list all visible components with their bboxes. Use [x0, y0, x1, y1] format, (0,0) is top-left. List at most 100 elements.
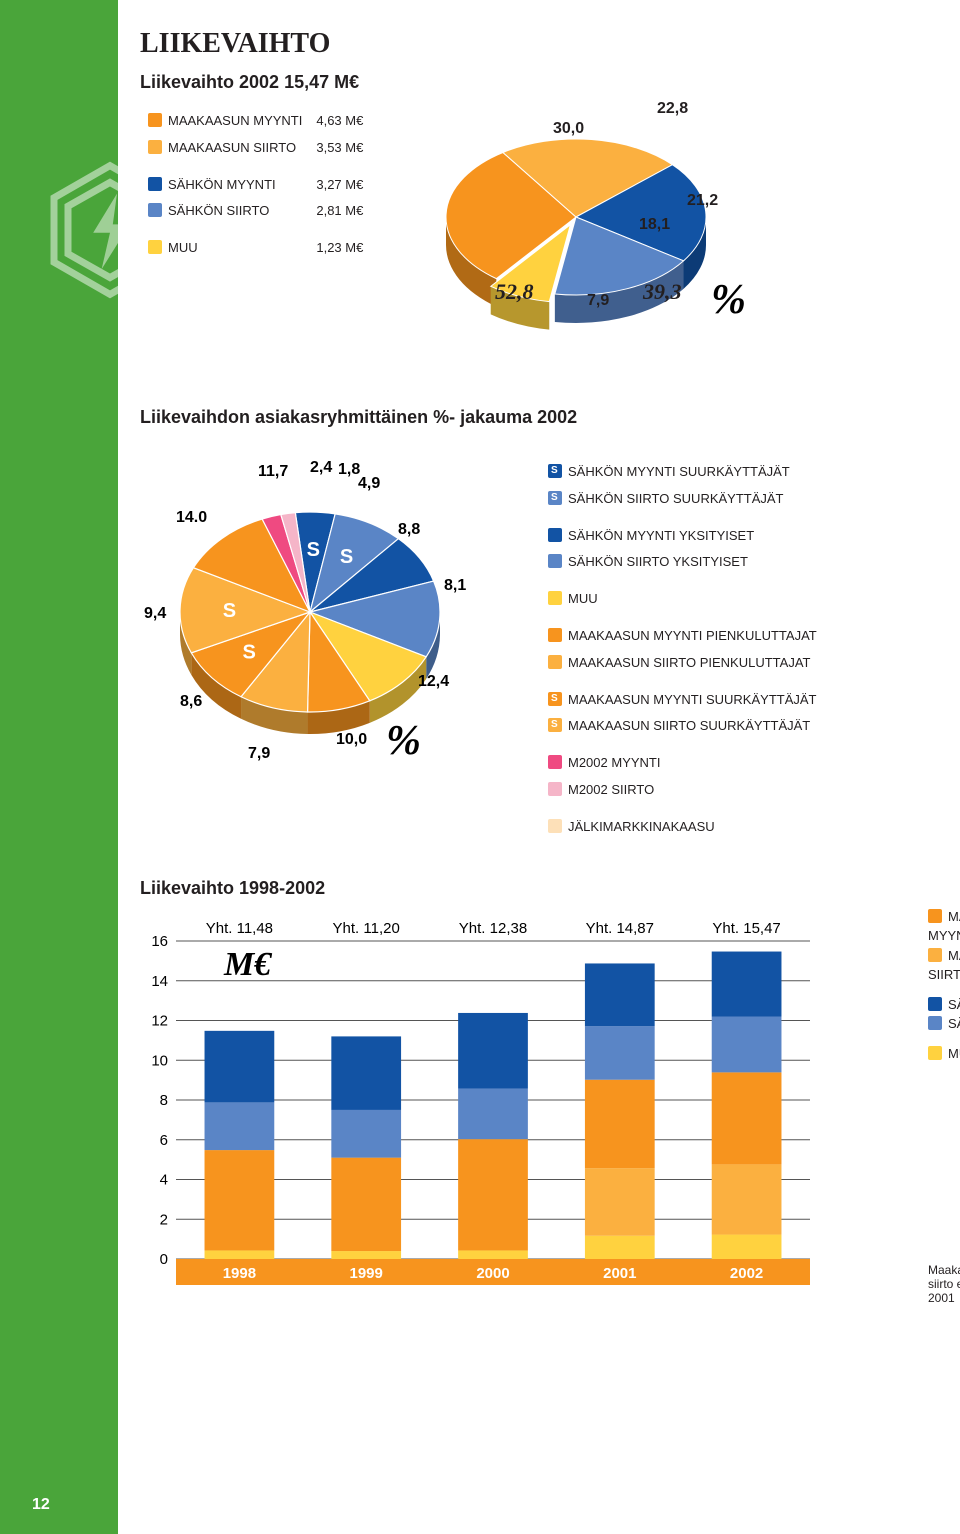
pie2-legend: SÄHKÖN MYYNTI SUURKÄYTTÄJÄTSÄHKÖN SIIRTO… [540, 458, 825, 842]
year-label: 2001 [603, 1265, 636, 1282]
bar-legend-item: SÄHKÖN MYYNTI [928, 995, 960, 1015]
year-label: 1998 [223, 1265, 256, 1282]
bar-segment [331, 1251, 401, 1259]
page-content: LIIKEVAIHTO Liikevaihto 2002 15,47 M€ MA… [140, 0, 940, 1293]
pie2-legend-item: M2002 SIIRTO [542, 778, 823, 803]
pie2-slice-label: 8,1 [444, 577, 466, 594]
pie2-slice-label: 11,7 [258, 463, 288, 480]
bar-segment [585, 1026, 655, 1080]
pie1-slice-label: 22,8 [657, 100, 688, 117]
bar-segment [458, 1013, 528, 1089]
bar-segment [585, 963, 655, 1026]
y-tick-label: 10 [151, 1052, 168, 1069]
bar-segment [585, 1168, 655, 1236]
svg-text:S: S [243, 642, 256, 664]
pie1-slice-label: 21,2 [687, 192, 718, 209]
bar-total-label: Yht. 11,48 [206, 920, 273, 937]
pie2-slice-label: 4,9 [358, 475, 380, 492]
svg-text:%: % [711, 277, 746, 323]
bar-segment [331, 1110, 401, 1158]
bar-legend: MAAKAASUN MYYNTIMAAKAASUN SIIRTO SÄHKÖN M… [928, 907, 960, 1064]
pie2-legend-item: SÄHKÖN MYYNTI YKSITYISET [542, 524, 823, 549]
bar-total-label: Yht. 14,87 [586, 920, 654, 937]
bar-segment [712, 1164, 782, 1234]
pie1-slice-label: 18,1 [639, 216, 670, 233]
year-label: 2000 [476, 1265, 509, 1282]
svg-text:S: S [307, 539, 320, 561]
bar-legend-item: MAAKAASUN SIIRTO [928, 946, 960, 985]
y-tick-label: 14 [151, 972, 168, 989]
bar-segment [585, 1079, 655, 1167]
bar-segment [712, 1072, 782, 1164]
pie1-legend-item: SÄHKÖN SIIRTO2,81 M€ [142, 199, 369, 224]
bar-segment [712, 951, 782, 1016]
bar-segment [712, 1016, 782, 1072]
bar-segment [585, 1235, 655, 1258]
pie1-legend-item: MAAKAASUN SIIRTO3,53 M€ [142, 136, 369, 161]
y-tick-label: 8 [160, 1092, 168, 1109]
unit-label: M€ [223, 946, 272, 983]
pie2-legend-item: MUU [542, 587, 823, 612]
bar-segment [205, 1102, 275, 1150]
pie2-legend-item: JÄLKIMARKKINAKAASU [542, 815, 823, 840]
pie1-slice-label: 7,9 [587, 292, 609, 309]
y-tick-label: 16 [151, 933, 168, 950]
pie1-row: MAAKAASUN MYYNTI4,63 M€MAAKAASUN SIIRTO3… [140, 107, 940, 367]
pie2-row: SSSS4,98,88,112,410,07,98,69,414.011,72,… [140, 442, 940, 842]
bar-legend-item: MAAKAASUN MYYNTI [928, 907, 960, 946]
svg-text:%: % [386, 718, 421, 764]
pie1-legend-item: MUU1,23 M€ [142, 236, 369, 261]
bar-total-label: Yht. 11,20 [333, 920, 400, 937]
bar-total-label: Yht. 15,47 [712, 920, 780, 937]
bar-legend-item: SÄHKÖN SIIRTO [928, 1014, 960, 1034]
pie1-slice-label: 30,0 [553, 120, 584, 137]
svg-text:S: S [223, 600, 236, 622]
pie2-slice-label: 7,9 [248, 745, 270, 762]
pie2-legend-item: SÄHKÖN SIIRTO SUURKÄYTTÄJÄT [542, 487, 823, 512]
y-tick-label: 6 [160, 1131, 168, 1148]
pie2-slice-label: 9,4 [144, 605, 166, 622]
bar-footnote: Maakaasun myynti ja siirto eriytettiin v… [928, 1263, 960, 1305]
y-tick-label: 0 [160, 1251, 168, 1268]
bar-legend-item: MUU [928, 1044, 960, 1064]
page-title: LIIKEVAIHTO [140, 28, 940, 60]
pie1-legend-item: SÄHKÖN MYYNTI3,27 M€ [142, 173, 369, 198]
bar-segment [458, 1088, 528, 1139]
page-number: 12 [32, 1496, 50, 1514]
pie2-slice-label: 8,8 [398, 521, 420, 538]
y-tick-label: 4 [160, 1171, 168, 1188]
svg-text:52,8: 52,8 [495, 279, 534, 304]
pie2-slice-label: 1,8 [338, 461, 360, 478]
bar-segment [458, 1250, 528, 1259]
pie1-legend: MAAKAASUN MYYNTI4,63 M€MAAKAASUN SIIRTO3… [140, 107, 371, 367]
pie2-legend-item: MAAKAASUN SIIRTO SUURKÄYTTÄJÄT [542, 714, 823, 739]
y-tick-label: 12 [151, 1012, 168, 1029]
svg-text:39,3: 39,3 [642, 279, 682, 304]
svg-text:S: S [340, 546, 353, 568]
pie2-slice-label: 2,4 [310, 459, 332, 476]
pie2-legend-item: SÄHKÖN SIIRTO YKSITYISET [542, 550, 823, 575]
bar-segment [331, 1157, 401, 1250]
bar-segment [712, 1234, 782, 1258]
pie2-slice-label: 14.0 [176, 509, 207, 526]
pie2-legend-item: MAAKAASUN MYYNTI PIENKULUTTAJAT [542, 624, 823, 649]
bar-chart-wrap: 0 2 4 6 8 10 12 14 16 1998 Yht. 11,48 1999 Yht. 11,2… [140, 913, 940, 1293]
bar-chart: 0 2 4 6 8 10 12 14 16 1998 Yht. 11,48 1999 Yht. 11,2… [140, 913, 820, 1293]
pie2-legend-item: MAAKAASUN MYYNTI SUURKÄYTTÄJÄT [542, 688, 823, 713]
bar-segment [331, 1036, 401, 1110]
pie1-legend-item: MAAKAASUN MYYNTI4,63 M€ [142, 109, 369, 134]
bar-segment [458, 1139, 528, 1250]
year-label: 2002 [730, 1265, 763, 1282]
pie2-chart: SSSS4,98,88,112,410,07,98,69,414.011,72,… [140, 442, 510, 802]
pie2-legend-item: MAAKAASUN SIIRTO PIENKULUTTAJAT [542, 651, 823, 676]
pie2-legend-item: M2002 MYYNTI [542, 751, 823, 776]
pie2-legend-item: SÄHKÖN MYYNTI SUURKÄYTTÄJÄT [542, 460, 823, 485]
bar-segment [205, 1250, 275, 1259]
year-label: 1999 [350, 1265, 383, 1282]
pie2-slice-label: 10,0 [336, 731, 367, 748]
y-tick-label: 2 [160, 1211, 168, 1228]
bar-segment [205, 1030, 275, 1102]
bar-segment [205, 1150, 275, 1250]
pie2-title: Liikevaihdon asiakasryhmittäinen %- jaka… [140, 407, 940, 428]
bar-total-label: Yht. 12,38 [459, 920, 527, 937]
